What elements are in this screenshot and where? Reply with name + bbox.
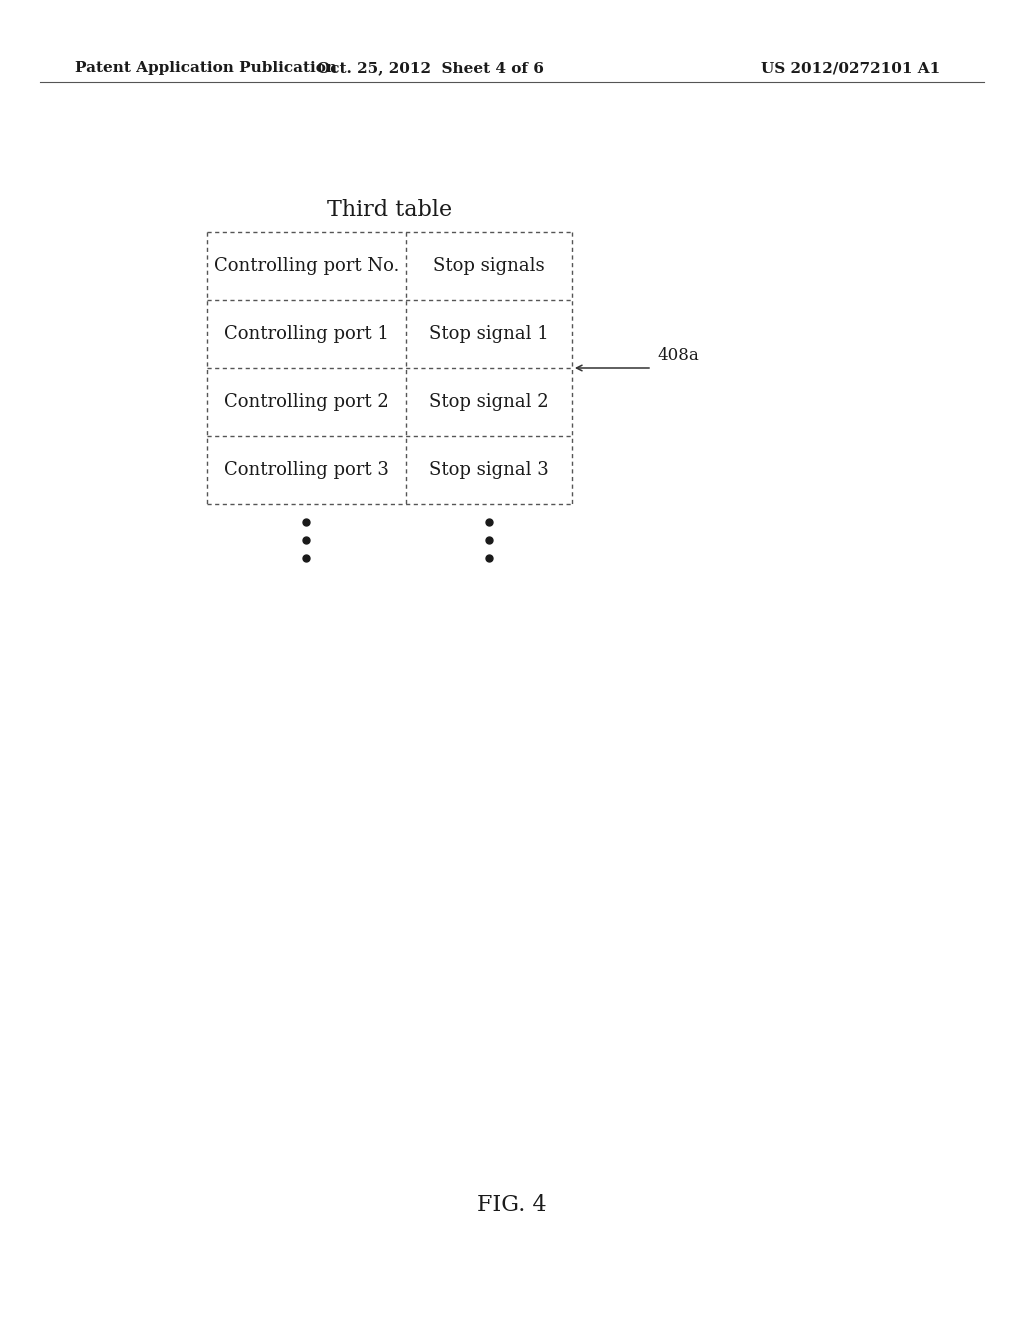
Text: Controlling port 3: Controlling port 3 xyxy=(224,461,389,479)
Text: Controlling port No.: Controlling port No. xyxy=(214,257,399,275)
Text: Stop signal 1: Stop signal 1 xyxy=(429,325,549,343)
Text: Controlling port 1: Controlling port 1 xyxy=(224,325,389,343)
Text: 408a: 408a xyxy=(657,347,698,364)
Text: Stop signals: Stop signals xyxy=(433,257,545,275)
Text: Controlling port 2: Controlling port 2 xyxy=(224,393,389,411)
Text: Stop signal 2: Stop signal 2 xyxy=(429,393,549,411)
Text: Stop signal 3: Stop signal 3 xyxy=(429,461,549,479)
Text: Third table: Third table xyxy=(327,199,452,220)
Text: Oct. 25, 2012  Sheet 4 of 6: Oct. 25, 2012 Sheet 4 of 6 xyxy=(316,61,544,75)
Text: Patent Application Publication: Patent Application Publication xyxy=(75,61,337,75)
Text: FIG. 4: FIG. 4 xyxy=(477,1195,547,1216)
Text: US 2012/0272101 A1: US 2012/0272101 A1 xyxy=(761,61,940,75)
